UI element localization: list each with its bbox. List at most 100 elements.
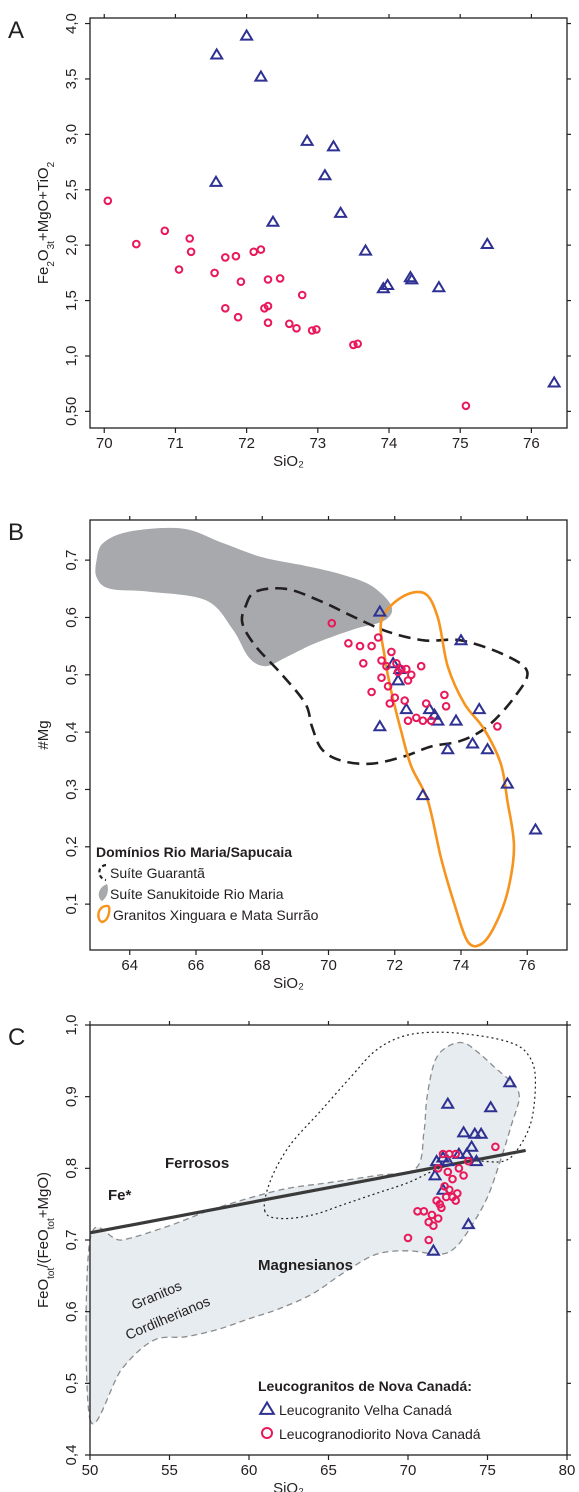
y-tick-label: 0,4 [63,1445,80,1466]
triangle-point [208,174,224,187]
x-tick-label: 64 [121,957,138,974]
x-tick-label: 70 [320,957,337,974]
x-tick-label: 75 [479,1462,496,1479]
y-tick-label: 0,9 [63,1086,80,1107]
y-tick-label: 2,0 [63,235,80,256]
triangle-point [483,1100,498,1113]
circle-point [390,693,400,703]
triangle-point [440,1154,455,1167]
triangle-point [399,702,414,715]
triangle-point [465,736,480,749]
x-tick-label: 73 [309,435,326,452]
triangle-point [372,719,388,732]
field-guaranta [240,586,529,766]
circle-point [448,1174,457,1184]
y-axis-title-subscript: tot [46,1218,57,1229]
triangle-point [265,214,281,227]
circle-point [221,304,230,313]
circle-point [387,647,396,657]
circle-point [285,319,294,329]
circle-point [416,661,426,671]
y-tick-label: 2,5 [63,179,80,200]
field-label-ferrosos: Ferrosos [165,1155,229,1172]
y-tick-label: 0,7 [63,550,80,571]
fe-star-label: Fe* [108,1187,132,1204]
y-tick-label: 1,0 [63,346,80,367]
circle-point [433,1164,443,1173]
circle-point [233,312,243,322]
legend-title: Leucogranitos de Nova Canadá: [258,1378,472,1394]
circle-point [307,326,317,335]
y-axis-title-part: +MgO) [35,1172,52,1218]
circle-point [445,1185,454,1195]
x-tick-label: 66 [188,957,205,974]
triangle-point [472,702,487,715]
circle-point [385,699,395,708]
field-granitos-cordilherianos [85,1041,520,1425]
circle-point [377,673,386,683]
legend-label: Suíte Sanukitoide Rio Maria [110,886,284,902]
plot-frame [89,17,568,429]
triangle-point [528,822,543,835]
circle-point [393,667,403,677]
triangle-point [464,1139,479,1152]
x-axis-title: SiO₂ [273,453,304,470]
legend-marker-triangle [258,1400,276,1415]
circle-point [231,251,241,261]
triangle-point [422,702,437,715]
circle-point [103,196,113,206]
y-tick-label: 0,1 [63,894,80,915]
circle-point [443,1167,453,1177]
y-tick-label: 0,5 [63,1373,80,1394]
x-tick-label: 68 [254,957,271,974]
circle-point [437,1203,446,1213]
circle-point [174,265,184,274]
y-tick-label: 0,8 [63,1158,80,1179]
circle-point [349,340,358,350]
circle-point [367,687,376,697]
circle-point [292,324,301,333]
legend-label: Leucogranito Velha Canadá [279,1402,452,1418]
x-tick-label: 76 [519,957,536,974]
circle-point [221,253,230,262]
circle-point [403,1233,413,1243]
circle-point [403,716,413,726]
legend-title: Domínios Rio Maria/Sapucaia [96,844,292,860]
y-axis-title-part: O [35,249,52,261]
x-tick-label: 55 [161,1462,178,1479]
circle-point [433,1214,443,1223]
triangle-point [415,788,431,801]
circle-point [275,274,285,283]
y-axis-title: FeOtot/(FeOtot+MgO) [35,1172,57,1308]
legend-marker-circle [261,1427,273,1439]
field-label-magnesianos: Magnesianos [258,1257,353,1274]
triangle-point [404,272,420,285]
triangle-point [333,205,348,218]
x-tick-label: 50 [82,1462,99,1479]
field-xinguara [379,590,516,948]
x-tick-label: 74 [453,957,470,974]
triangle-point [440,742,455,755]
circle-point [441,702,451,711]
circle-point [132,239,141,249]
circle-point [459,1171,468,1180]
y-axis-title-subscript: 3t [46,241,57,250]
circle-point [210,268,219,278]
y-tick-label: 0,6 [63,1301,80,1322]
y-tick-label: 0,2 [63,836,80,857]
triangle-point [390,673,406,686]
triangle-point [500,776,515,789]
circle-point [438,1149,448,1159]
triangle-point [358,243,373,256]
x-tick-label: 72 [386,957,403,974]
circle-point [367,641,376,651]
circle-point [424,1235,434,1245]
circle-point [402,664,411,674]
x-tick-label: 60 [241,1462,258,1479]
circle-point [263,275,273,284]
triangle-point [440,1096,455,1109]
circle-point [297,290,307,300]
circle-point [355,641,365,651]
circle-point [263,301,273,311]
triangle-point [451,1146,467,1159]
